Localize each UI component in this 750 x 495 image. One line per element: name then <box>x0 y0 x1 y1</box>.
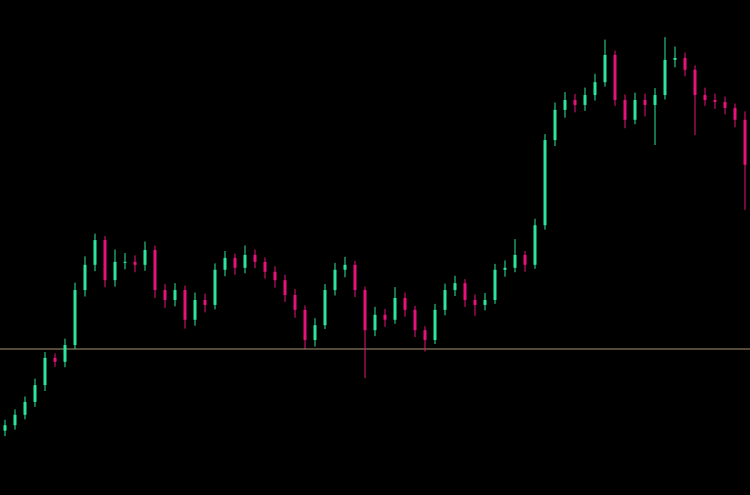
candle-body <box>403 297 407 310</box>
candle-body <box>373 314 377 331</box>
candle-body <box>323 290 327 326</box>
candle-body <box>453 283 457 291</box>
candle-body <box>23 401 27 415</box>
candle-body <box>253 254 257 262</box>
candle-body <box>713 99 717 102</box>
candle-body <box>633 99 637 120</box>
candle-body <box>203 299 207 305</box>
candle-body <box>13 414 17 426</box>
candle-body <box>43 357 47 386</box>
candle-body <box>483 299 487 305</box>
candle-body <box>343 264 347 270</box>
candle-body <box>333 269 337 291</box>
candle-body <box>213 269 217 305</box>
candle-body <box>73 290 77 346</box>
candle-body <box>743 119 747 165</box>
candle-body <box>233 257 237 268</box>
candle-body <box>303 309 307 341</box>
candle-body <box>733 107 737 120</box>
candle-body <box>583 95 587 105</box>
candle-body <box>723 101 727 108</box>
candle-body <box>133 261 137 265</box>
candle-body <box>523 254 527 265</box>
candle-body <box>193 299 197 320</box>
candle-body <box>143 249 147 265</box>
candle-body <box>393 297 397 320</box>
candle-body <box>533 225 537 265</box>
candle-body <box>553 109 557 141</box>
candle-body <box>33 385 37 402</box>
candle-body <box>283 280 287 296</box>
candle-body <box>123 261 127 263</box>
candle-body <box>313 325 317 341</box>
candle-body <box>53 357 57 362</box>
candle-body <box>263 261 267 272</box>
candle-body <box>513 254 517 268</box>
candle-body <box>663 59 667 96</box>
candle-body <box>473 299 477 305</box>
candle-body <box>563 99 567 110</box>
candle-body <box>423 330 427 341</box>
candle-body <box>173 290 177 300</box>
candle-body <box>383 314 387 320</box>
candle-body <box>63 345 67 362</box>
candle-body <box>603 54 607 83</box>
candle-body <box>223 257 227 270</box>
candle-body <box>573 99 577 105</box>
candle-body <box>3 425 7 431</box>
candle-body <box>363 290 367 331</box>
candle-body <box>463 283 467 300</box>
candle-body <box>673 57 677 60</box>
candle-body <box>613 54 617 100</box>
candle-body <box>433 309 437 341</box>
candle-body <box>103 240 107 281</box>
candle-body <box>683 57 687 70</box>
candle-body <box>413 309 417 331</box>
candle-body <box>273 271 277 281</box>
candle-body <box>293 295 297 310</box>
candle-body <box>93 240 97 265</box>
candle-body <box>623 99 627 120</box>
candle-body <box>163 290 167 300</box>
candle-body <box>693 69 697 96</box>
candle-body <box>83 264 87 291</box>
candle-body <box>443 290 447 310</box>
candle-body <box>653 95 657 105</box>
candle-body <box>503 267 507 270</box>
candle-body <box>703 95 707 100</box>
candle-body <box>593 82 597 96</box>
candle-body <box>543 140 547 226</box>
candle-body <box>643 99 647 105</box>
candle-body <box>183 290 187 320</box>
candle-body <box>243 254 247 268</box>
candle-body <box>153 249 157 291</box>
candle-body <box>493 269 497 300</box>
candle-body <box>353 264 357 291</box>
candle-body <box>113 261 117 281</box>
